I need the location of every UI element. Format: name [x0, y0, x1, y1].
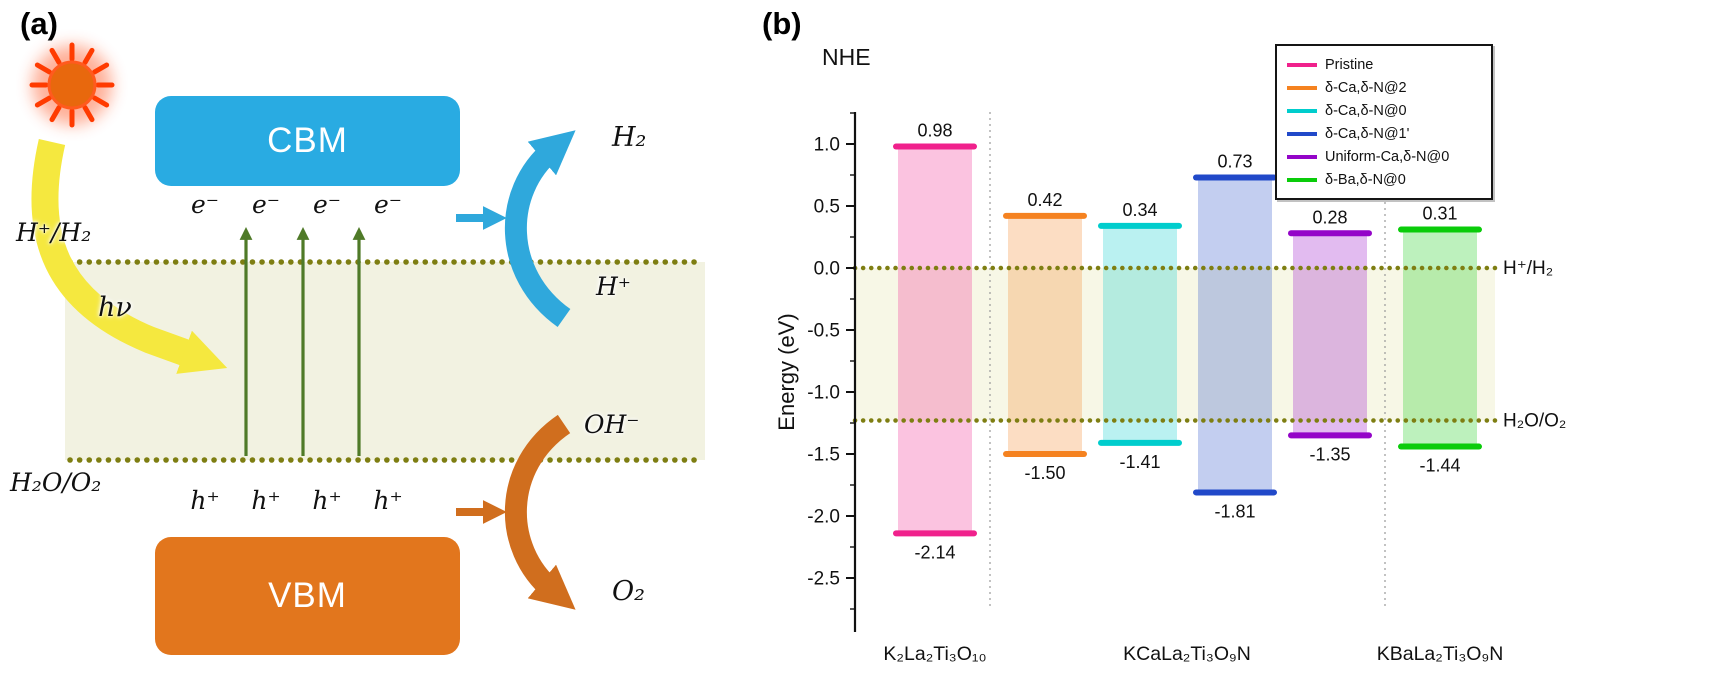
legend-item: δ-Ca,δ-N@1' — [1287, 122, 1481, 145]
cbm-value-label: 0.34 — [1122, 200, 1157, 220]
electron-label: e⁻ — [374, 190, 402, 219]
h2-product-label: H₂ — [612, 122, 647, 153]
band-gap-bar — [1198, 177, 1272, 493]
band-gap-bar — [1403, 229, 1477, 447]
group-label: KCaLa₂Ti₃O₉N — [1123, 643, 1251, 665]
band-gap-bar — [1008, 215, 1082, 454]
reference-line-label: H⁺/H₂ — [1503, 258, 1553, 279]
legend-label: δ-Ca,δ-N@1' — [1325, 125, 1410, 142]
vbm-value-label: -1.50 — [1024, 463, 1065, 483]
vbm-value-label: -2.14 — [914, 542, 955, 562]
cbm-value-label: 0.98 — [917, 120, 952, 140]
legend-swatch — [1287, 62, 1317, 67]
legend-swatch — [1287, 177, 1317, 182]
oh-minus-label: OH⁻ — [584, 410, 640, 439]
legend-label: Pristine — [1325, 56, 1374, 73]
h2-level-label: H⁺/H₂ — [16, 218, 92, 247]
hole-label: h⁺ — [190, 486, 220, 515]
legend-swatch — [1287, 85, 1317, 90]
y-axis-tick-label: -2.0 — [807, 507, 840, 528]
legend-swatch — [1287, 108, 1317, 113]
cbm-value-label: 0.42 — [1027, 190, 1062, 210]
panel-b-label: (b) — [762, 6, 802, 41]
group-label: KBaLa₂Ti₃O₉N — [1377, 643, 1504, 665]
cbm-value-label: 0.28 — [1312, 207, 1347, 227]
band-alignment-chart: H⁺/H₂ H₂O/O₂ 0.98 -2.14 0.42 -1.50 0.34 -1.41 0.… — [807, 112, 1566, 665]
vbm-value-label: -1.41 — [1119, 452, 1160, 472]
y-axis-tick-label: 0.0 — [814, 259, 840, 280]
photon-label: hν — [98, 292, 132, 323]
legend-item: Pristine — [1287, 53, 1481, 76]
hole-label: h⁺ — [312, 486, 342, 515]
y-axis-tick-label: 0.5 — [814, 197, 840, 218]
reduction-reaction-arrow — [504, 130, 576, 327]
y-axis-title: Energy (eV) — [774, 313, 799, 431]
y-axis-tick-label: -0.5 — [807, 321, 840, 342]
legend-label: Uniform-Ca,δ-N@0 — [1325, 148, 1450, 165]
legend-label: δ-Ca,δ-N@2 — [1325, 79, 1407, 96]
vbm-label: VBM — [268, 576, 347, 615]
electron-label: e⁻ — [313, 190, 341, 219]
electron-label: e⁻ — [252, 190, 280, 219]
legend-swatch — [1287, 131, 1317, 136]
panel-a-schematic: (a) CBM VBM H⁺/H₂ hν H₂O/O₂ H₂ H⁺ OH⁻ O₂… — [0, 0, 740, 700]
group-label: K₂La₂Ti₃O₁₀ — [883, 643, 986, 665]
legend-item: δ-Ca,δ-N@0 — [1287, 99, 1481, 122]
o2-product-label: O₂ — [612, 576, 645, 607]
band-gap-bar — [1103, 225, 1177, 443]
legend-swatch — [1287, 154, 1317, 159]
legend-item: δ-Ca,δ-N@2 — [1287, 76, 1481, 99]
electron-label: e⁻ — [191, 190, 219, 219]
cbm-value-label: 0.31 — [1422, 204, 1457, 224]
o2-level-label: H₂O/O₂ — [10, 468, 102, 497]
hole-label: h⁺ — [373, 486, 403, 515]
legend: Pristine δ-Ca,δ-N@2 δ-Ca,δ-N@0 δ-Ca,δ-N@1' U… — [1275, 44, 1493, 200]
hole-label: h⁺ — [251, 486, 281, 515]
cbm-label: CBM — [267, 121, 348, 160]
cbm-value-label: 0.73 — [1217, 151, 1252, 171]
sun-icon — [29, 42, 115, 128]
vbm-value-label: -1.44 — [1419, 456, 1460, 476]
photon-arrow — [31, 138, 228, 374]
y-axis-tick-label: 1.0 — [814, 135, 840, 156]
panel-b-chart: H⁺/H₂ H₂O/O₂ 0.98 -2.14 0.42 -1.50 0.34 -1.41 0.… — [740, 0, 1720, 700]
vbm-box: VBM — [155, 537, 460, 655]
oxidation-reaction-arrow — [504, 414, 576, 610]
band-gap-bar — [1293, 233, 1367, 436]
y-axis-tick-label: -2.5 — [807, 569, 840, 590]
vbm-value-label: -1.35 — [1309, 444, 1350, 464]
nhe-label: NHE — [822, 44, 871, 70]
band-gap-bar — [898, 146, 972, 534]
vbm-value-label: -1.81 — [1214, 501, 1255, 521]
redox-window-band — [855, 268, 1495, 421]
cbm-box: CBM — [155, 96, 460, 186]
y-axis-tick-label: -1.5 — [807, 445, 840, 466]
y-axis-tick-label: -1.0 — [807, 383, 840, 404]
legend-item: δ-Ba,δ-N@0 — [1287, 168, 1481, 191]
h-plus-label: H⁺ — [596, 272, 631, 301]
legend-label: δ-Ca,δ-N@0 — [1325, 102, 1407, 119]
panel-a-canvas — [29, 42, 706, 610]
panel-a-label: (a) — [20, 6, 58, 41]
legend-item: Uniform-Ca,δ-N@0 — [1287, 145, 1481, 168]
legend-label: δ-Ba,δ-N@0 — [1325, 171, 1406, 188]
reference-line-label: H₂O/O₂ — [1503, 411, 1566, 432]
